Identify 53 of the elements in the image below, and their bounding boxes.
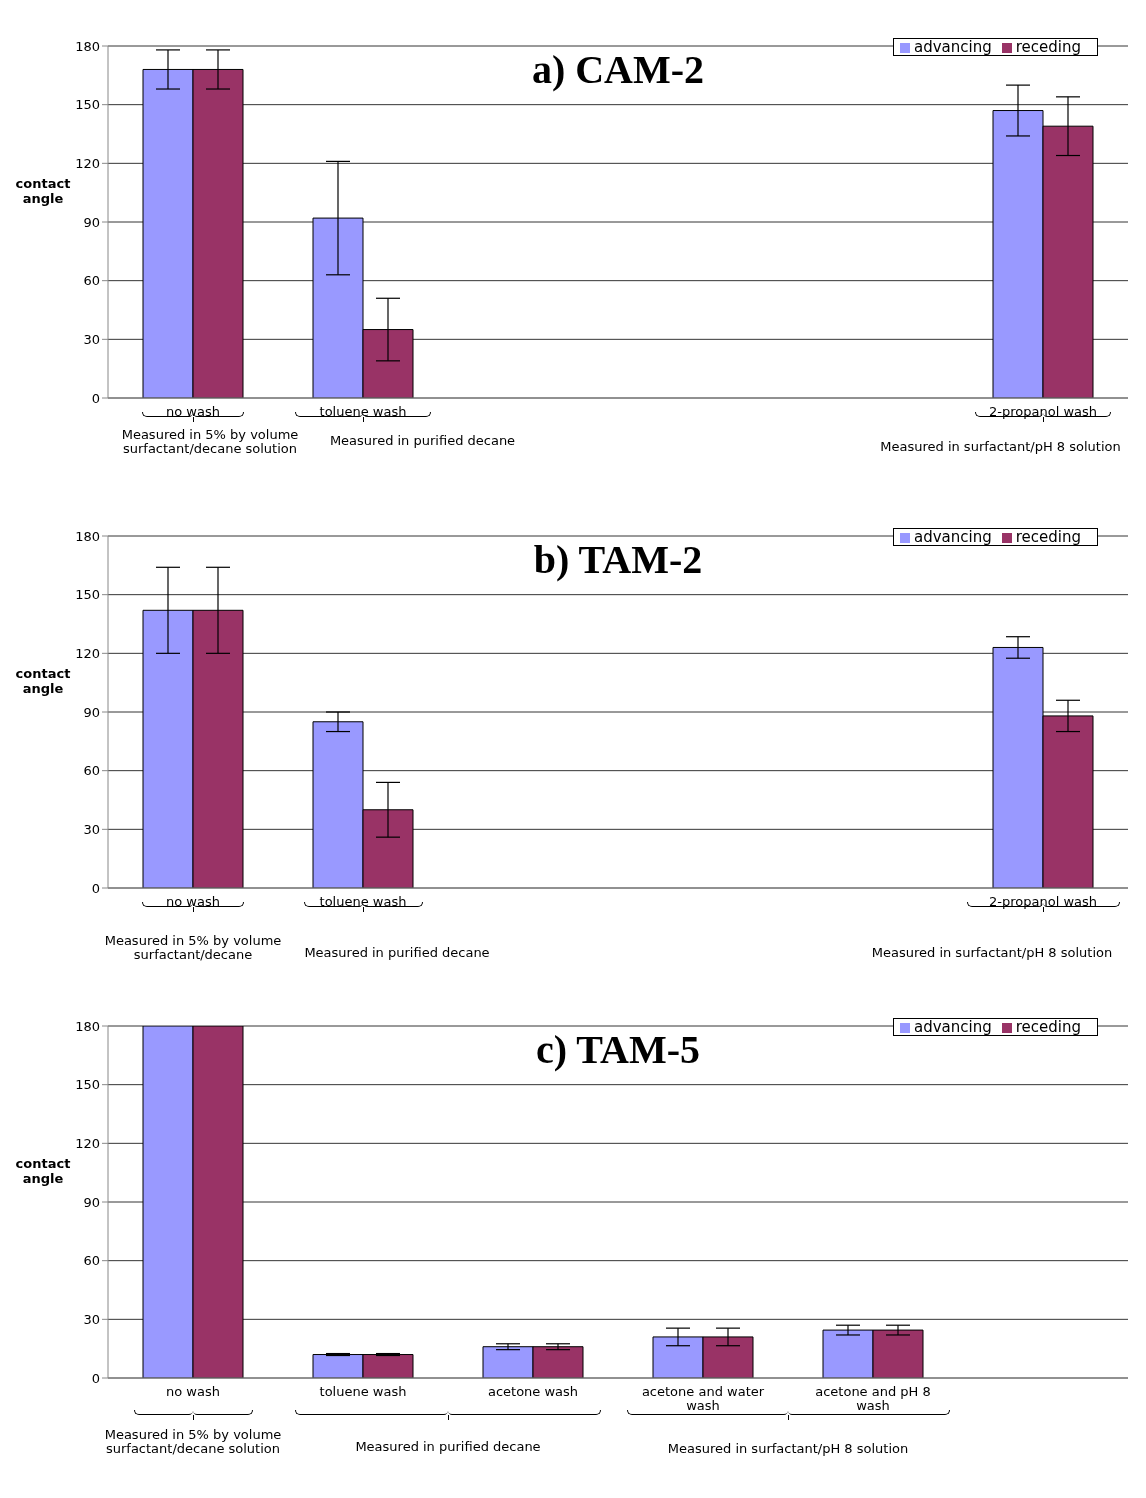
x-tick-label: acetone and pH 8 wash	[815, 1384, 931, 1413]
legend-label: receding	[1015, 1018, 1081, 1036]
legend-label: receding	[1015, 528, 1081, 546]
y-axis-title: contact angle	[14, 666, 72, 696]
x-tick-label: no wash	[166, 894, 220, 909]
text: Measured in surfactant/pH 8 solution	[879, 439, 1122, 454]
y-tick-label: 90	[83, 704, 100, 720]
y-tick-label: 60	[83, 763, 100, 779]
y-tick-label: 90	[83, 214, 100, 230]
chart-title: c) TAM-5	[535, 1027, 701, 1072]
text: Measured in 5% by volume surfactant/decane solution	[103, 1427, 283, 1456]
text: Measured in 5% by volume surfactant/decane solution	[120, 427, 300, 456]
legend-label: advancing	[914, 38, 992, 56]
text: Measured in surfactant/pH 8 solution	[870, 945, 1114, 960]
y-tick-label: 180	[75, 1018, 100, 1034]
y-tick-label: 30	[83, 1311, 100, 1327]
text: Measured in purified decane	[329, 433, 516, 448]
chart-title: b) TAM-2	[533, 537, 703, 582]
y-tick-label: 90	[83, 1194, 100, 1210]
y-tick-label: 150	[75, 587, 100, 603]
text: Measured in 5% by volume surfactant/decane	[103, 933, 283, 962]
chart-title: a) CAM-2	[531, 47, 705, 92]
y-tick-label: 60	[83, 273, 100, 289]
y-tick-label: 0	[91, 390, 100, 406]
x-tick-label: 2-propanol wash	[989, 404, 1097, 419]
y-tick-label: 150	[75, 97, 100, 113]
x-tick-label: toluene wash	[319, 404, 407, 419]
legend-label: advancing	[914, 1018, 992, 1036]
text: Measured in purified decane	[354, 1439, 542, 1454]
x-tick-label: acetone wash	[487, 1384, 579, 1399]
x-tick-label: 2-propanol wash	[989, 894, 1097, 909]
text: Measured in surfactant/pH 8 solution	[666, 1441, 910, 1456]
y-tick-label: 0	[91, 1370, 100, 1386]
x-tick-label: no wash	[166, 1384, 220, 1399]
y-tick-label: 150	[75, 1077, 100, 1093]
y-tick-label: 180	[75, 528, 100, 544]
legend-label: advancing	[914, 528, 992, 546]
x-tick-label: toluene wash	[319, 1384, 407, 1399]
y-tick-label: 0	[91, 880, 100, 896]
y-tick-label: 120	[75, 1135, 100, 1151]
y-tick-label: 30	[83, 821, 100, 837]
legend-label: receding	[1015, 38, 1081, 56]
text: Measured in purified decane	[304, 945, 490, 960]
y-axis-title: contact angle	[14, 1156, 72, 1186]
y-tick-label: 120	[75, 155, 100, 171]
x-tick-label: toluene wash	[319, 894, 407, 909]
y-tick-label: 180	[75, 38, 100, 54]
x-tick-label: no wash	[166, 404, 220, 419]
y-tick-label: 120	[75, 645, 100, 661]
y-tick-label: 60	[83, 1253, 100, 1269]
y-tick-label: 30	[83, 331, 100, 347]
y-axis-title: contact angle	[14, 176, 72, 206]
x-tick-label: acetone and water wash	[641, 1384, 765, 1413]
